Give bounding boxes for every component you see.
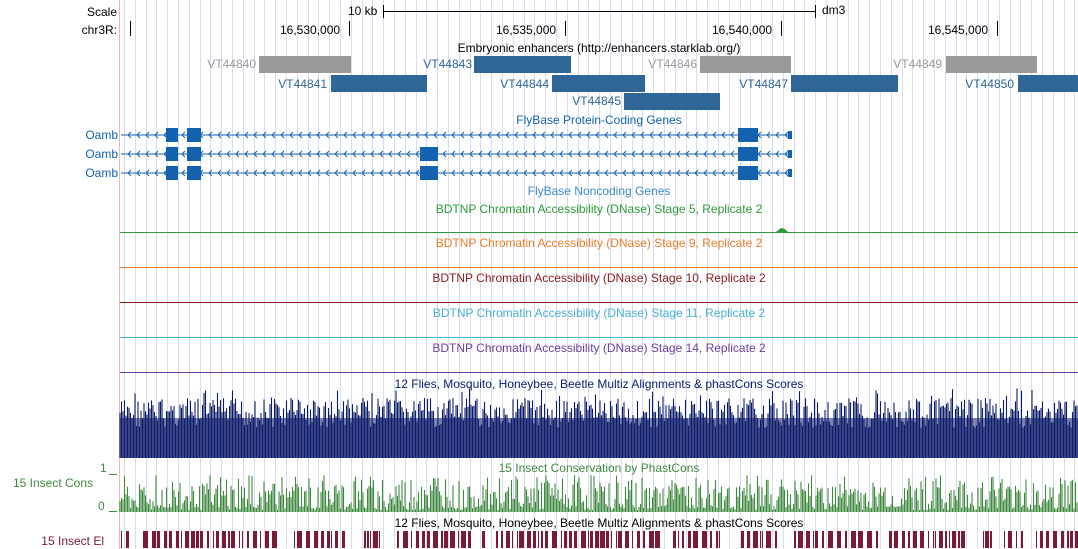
dnase-stage14-signal[interactable] bbox=[120, 372, 1078, 373]
enhancers-track-title[interactable]: Embryonic enhancers (http://enhancers.st… bbox=[457, 41, 741, 55]
ruler-position: 16,530,000 bbox=[280, 23, 341, 37]
elements-track-title[interactable]: 12 Flies, Mosquito, Honeybee, Beetle Mul… bbox=[394, 516, 804, 530]
enhancer-feature[interactable] bbox=[474, 56, 571, 73]
assembly-label: dm3 bbox=[822, 3, 846, 17]
enhancer-label[interactable]: VT44844 bbox=[500, 77, 549, 91]
phastcons-axis-min-tick bbox=[109, 511, 117, 512]
scale-bar-text: 10 kb bbox=[348, 4, 378, 18]
enhancer-label[interactable]: VT44843 bbox=[423, 57, 472, 71]
enhancer-label[interactable]: VT44841 bbox=[278, 77, 327, 91]
scale-bar bbox=[383, 11, 815, 12]
dnase-stage5-title[interactable]: BDTNP Chromatin Accessibility (DNase) St… bbox=[435, 202, 763, 216]
coding-genes-track-title[interactable]: FlyBase Protein-Coding Genes bbox=[516, 113, 682, 127]
dnase-stage10-title[interactable]: BDTNP Chromatin Accessibility (DNase) St… bbox=[432, 271, 766, 285]
enhancer-label[interactable]: VT44846 bbox=[648, 57, 697, 71]
ruler-tick bbox=[565, 21, 566, 36]
enhancer-feature[interactable] bbox=[552, 75, 645, 92]
dnase-stage9-title[interactable]: BDTNP Chromatin Accessibility (DNase) St… bbox=[435, 236, 763, 250]
dnase-stage14-title[interactable]: BDTNP Chromatin Accessibility (DNase) St… bbox=[432, 341, 766, 355]
dnase-stage5-signal[interactable] bbox=[120, 232, 1078, 233]
enhancer-feature[interactable] bbox=[624, 93, 720, 110]
dnase-stage10-signal[interactable] bbox=[120, 302, 1078, 303]
ruler-start-tick bbox=[130, 21, 131, 36]
dnase-stage11-title[interactable]: BDTNP Chromatin Accessibility (DNase) St… bbox=[432, 306, 766, 320]
multiz-track-title[interactable]: 12 Flies, Mosquito, Honeybee, Beetle Mul… bbox=[394, 377, 804, 391]
dnase-stage11-signal[interactable] bbox=[120, 337, 1078, 338]
label-column-divider bbox=[119, 0, 120, 549]
phastcons-side-label[interactable]: 15 Insect Cons bbox=[12, 476, 93, 490]
gene-label-oamb[interactable]: Oamb bbox=[85, 147, 118, 161]
ruler-position: 16,545,000 bbox=[928, 23, 989, 37]
enhancer-label[interactable]: VT44849 bbox=[893, 57, 942, 71]
scale-bar-right-cap bbox=[815, 5, 816, 18]
scale-bar-left-cap bbox=[383, 5, 384, 18]
enhancer-feature[interactable] bbox=[1018, 75, 1078, 92]
window-grid bbox=[120, 0, 1078, 549]
gene-label-oamb[interactable]: Oamb bbox=[85, 128, 118, 142]
enhancer-label[interactable]: VT44845 bbox=[572, 94, 621, 108]
elements-side-label[interactable]: 15 Insect El bbox=[41, 534, 104, 548]
enhancer-label[interactable]: VT44840 bbox=[207, 57, 256, 71]
enhancer-feature[interactable] bbox=[946, 56, 1037, 73]
ruler-tick bbox=[349, 21, 350, 36]
phastcons-track-title[interactable]: 15 Insect Conservation by PhastCons bbox=[498, 461, 700, 475]
scale-label[interactable]: Scale bbox=[86, 5, 117, 19]
chrom-label[interactable]: chr3R: bbox=[81, 23, 117, 37]
enhancer-feature[interactable] bbox=[331, 75, 427, 92]
ruler-tick bbox=[781, 21, 782, 36]
dnase-stage5-peak bbox=[776, 228, 788, 232]
enhancer-label[interactable]: VT44847 bbox=[739, 77, 788, 91]
ruler-position: 16,540,000 bbox=[712, 23, 773, 37]
phastcons-axis-min: 0 bbox=[98, 499, 105, 513]
dnase-stage9-signal[interactable] bbox=[120, 267, 1078, 268]
ruler-tick bbox=[997, 21, 998, 36]
noncoding-genes-track-title[interactable]: FlyBase Noncoding Genes bbox=[527, 184, 671, 198]
enhancer-feature[interactable] bbox=[259, 56, 351, 73]
ruler-position: 16,535,000 bbox=[496, 23, 557, 37]
gene-label-oamb[interactable]: Oamb bbox=[85, 166, 118, 180]
enhancer-feature[interactable] bbox=[791, 75, 898, 92]
phastcons-axis-max-tick bbox=[109, 474, 117, 475]
enhancer-label[interactable]: VT44850 bbox=[965, 77, 1014, 91]
enhancer-feature[interactable] bbox=[700, 56, 791, 73]
phastcons-axis-max: 1 bbox=[100, 461, 107, 475]
